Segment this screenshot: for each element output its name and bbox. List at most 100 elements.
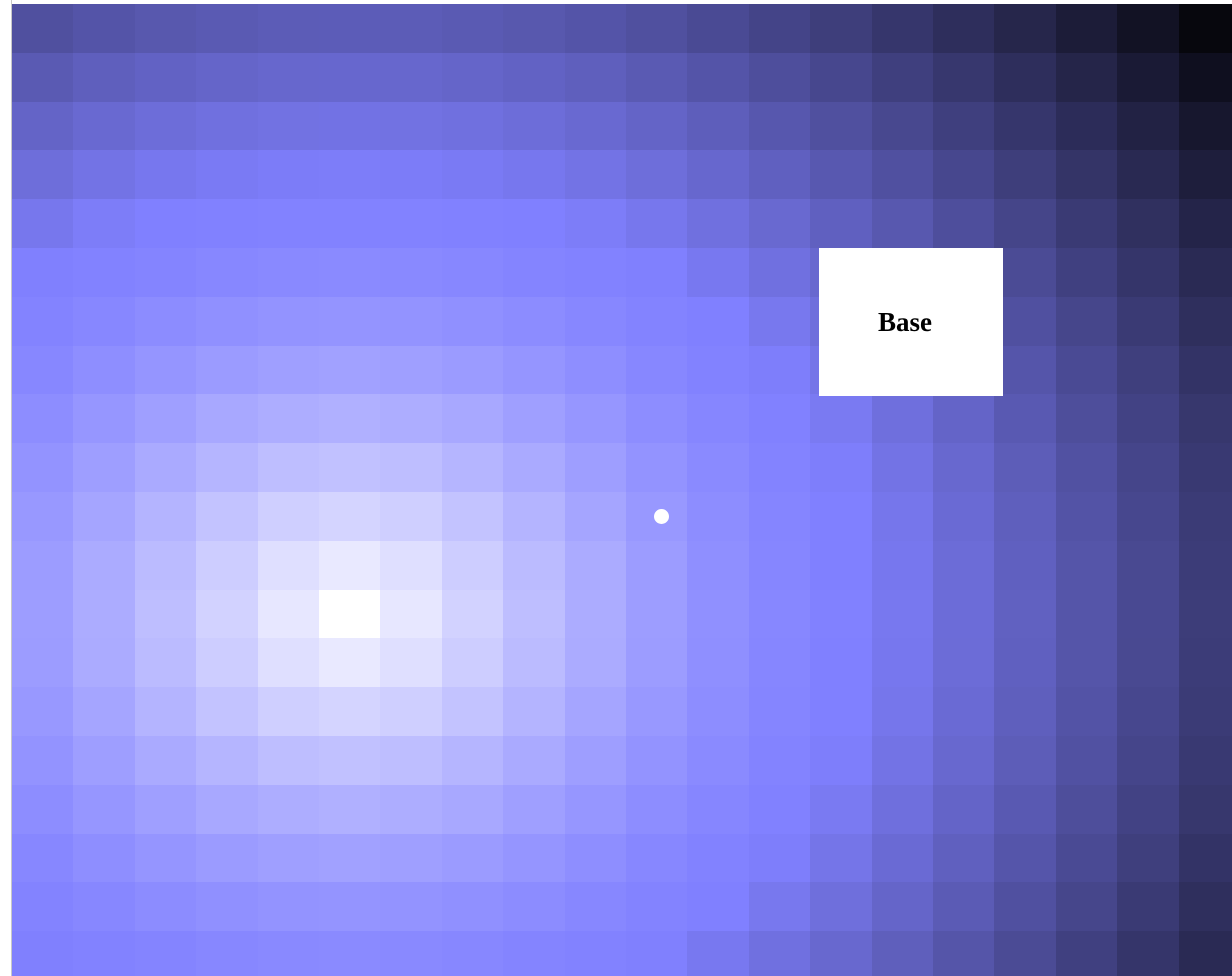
heatmap-cell bbox=[503, 589, 566, 639]
heatmap-cell bbox=[994, 394, 1057, 444]
heatmap-cell bbox=[134, 394, 197, 444]
heatmap-cell bbox=[1055, 931, 1118, 976]
heatmap-cell bbox=[196, 882, 259, 932]
heatmap-cell bbox=[564, 101, 627, 151]
heatmap-cell bbox=[134, 540, 197, 591]
heatmap-cell bbox=[687, 784, 750, 835]
heatmap-cell bbox=[1117, 443, 1180, 493]
heatmap-cell bbox=[564, 248, 627, 298]
heatmap-cell bbox=[503, 736, 566, 786]
heatmap-cell bbox=[503, 345, 566, 395]
heatmap-cell bbox=[134, 296, 197, 347]
heatmap-cell bbox=[748, 540, 811, 591]
heatmap-cell bbox=[1055, 443, 1118, 493]
heatmap-cell bbox=[687, 199, 750, 249]
heatmap-cell bbox=[1178, 492, 1232, 542]
heatmap-cell bbox=[196, 345, 259, 395]
heatmap-cell bbox=[73, 248, 136, 298]
heatmap-cell bbox=[687, 833, 750, 883]
heatmap-cell bbox=[871, 101, 934, 151]
heatmap-cell bbox=[871, 394, 934, 444]
heatmap-cell bbox=[380, 736, 443, 786]
heatmap-cell bbox=[319, 540, 381, 591]
heatmap-cell bbox=[73, 150, 136, 200]
heatmap-cell bbox=[441, 638, 504, 688]
heatmap-cell bbox=[1117, 736, 1180, 786]
heatmap-cell bbox=[134, 931, 197, 976]
heatmap-cell bbox=[257, 638, 320, 688]
heatmap-cell bbox=[810, 443, 873, 493]
heatmap-cell bbox=[687, 394, 750, 444]
heatmap-cell bbox=[687, 101, 750, 151]
heatmap-cell bbox=[134, 784, 197, 835]
heatmap-cell bbox=[871, 687, 934, 737]
heatmap-cell bbox=[1055, 882, 1118, 932]
heatmap-cell bbox=[134, 687, 197, 737]
heatmap-cell bbox=[1178, 394, 1232, 444]
heatmap-cell bbox=[503, 199, 566, 249]
heatmap-cell bbox=[196, 931, 259, 976]
heatmap-cell bbox=[257, 540, 320, 591]
heatmap-cell bbox=[1055, 101, 1118, 151]
heatmap-cell bbox=[1055, 296, 1118, 347]
heatmap-cell bbox=[1178, 540, 1232, 591]
heatmap-cell bbox=[1178, 784, 1232, 835]
heatmap-cell bbox=[626, 248, 688, 298]
heatmap-cell bbox=[12, 589, 74, 639]
heatmap-cell bbox=[441, 248, 504, 298]
heatmap-cell bbox=[319, 199, 381, 249]
heatmap-cell bbox=[441, 589, 504, 639]
heatmap-cell bbox=[871, 199, 934, 249]
heatmap-cell bbox=[687, 540, 750, 591]
heatmap-cell bbox=[441, 4, 504, 54]
base-marker[interactable]: Base bbox=[819, 248, 1003, 396]
heatmap-cell bbox=[196, 540, 259, 591]
heatmap-cell bbox=[257, 199, 320, 249]
heatmap-cell bbox=[687, 443, 750, 493]
heatmap-cell bbox=[196, 4, 259, 54]
heatmap-cell bbox=[12, 638, 74, 688]
heatmap-cell bbox=[319, 687, 381, 737]
heatmap-cell bbox=[933, 784, 995, 835]
heatmap-cell bbox=[12, 931, 74, 976]
heatmap-cell bbox=[1117, 687, 1180, 737]
heatmap-cell bbox=[380, 4, 443, 54]
heatmap-cell bbox=[933, 443, 995, 493]
heatmap-cell bbox=[380, 589, 443, 639]
heatmap-cell bbox=[871, 52, 934, 103]
heatmap-cell bbox=[564, 638, 627, 688]
heatmap-cell bbox=[1055, 199, 1118, 249]
heatmap-cell bbox=[1117, 589, 1180, 639]
heatmap-cell bbox=[1178, 296, 1232, 347]
heatmap-cell bbox=[1055, 833, 1118, 883]
heatmap-cell bbox=[73, 931, 136, 976]
heatmap-cell bbox=[1055, 52, 1118, 103]
heatmap-cell bbox=[503, 443, 566, 493]
heatmap-cell bbox=[1117, 394, 1180, 444]
heatmap-cell bbox=[748, 931, 811, 976]
heatmap-cell bbox=[196, 443, 259, 493]
heatmap-cell bbox=[748, 589, 811, 639]
heatmap-cell bbox=[12, 882, 74, 932]
heatmap-cell bbox=[748, 784, 811, 835]
heatmap-cell bbox=[380, 687, 443, 737]
heatmap-cell bbox=[810, 394, 873, 444]
heatmap-cell bbox=[134, 589, 197, 639]
heatmap-cell bbox=[73, 540, 136, 591]
heatmap-cell bbox=[12, 248, 74, 298]
heatmap-cell bbox=[257, 248, 320, 298]
heatmap-cell bbox=[1055, 540, 1118, 591]
heatmap-cell bbox=[196, 784, 259, 835]
heatmap-cell bbox=[871, 150, 934, 200]
heatmap-cell bbox=[1117, 4, 1180, 54]
heatmap-cell bbox=[1117, 248, 1180, 298]
heatmap-cell bbox=[810, 687, 873, 737]
heatmap-cell bbox=[933, 199, 995, 249]
heatmap-cell bbox=[196, 833, 259, 883]
heatmap-cell bbox=[748, 101, 811, 151]
heatmap-cell bbox=[1178, 833, 1232, 883]
heatmap-cell bbox=[196, 492, 259, 542]
heatmap-cell bbox=[810, 101, 873, 151]
heatmap-cell bbox=[503, 540, 566, 591]
